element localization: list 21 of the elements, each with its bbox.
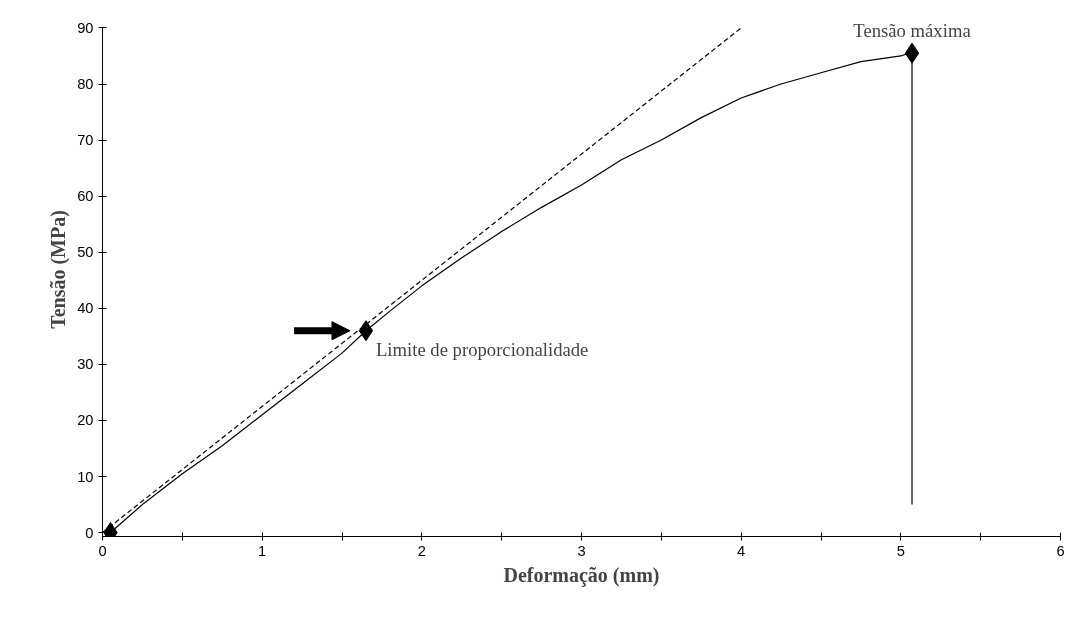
annotation: Limite de proporcionalidade bbox=[375, 338, 589, 360]
x-tick-label: 0 bbox=[98, 542, 107, 559]
y-tick-label: 30 bbox=[77, 356, 94, 373]
y-tick-label: 60 bbox=[77, 188, 94, 205]
y-tick-label: 90 bbox=[77, 19, 94, 36]
annotation: Tensão máxima bbox=[853, 20, 972, 42]
y-tick-label: 70 bbox=[77, 132, 94, 149]
y-tick-label: 10 bbox=[77, 468, 94, 485]
x-tick-label: 6 bbox=[1056, 542, 1065, 559]
y-tick-label: 40 bbox=[77, 300, 94, 317]
y-axis-title: Tensão (MPa) bbox=[47, 210, 71, 329]
y-tick-label: 20 bbox=[77, 412, 94, 429]
x-tick-label: 2 bbox=[417, 542, 426, 559]
y-tick-label: 80 bbox=[77, 76, 94, 92]
x-axis-title: Deformação (mm) bbox=[503, 563, 660, 587]
y-tick-label: 50 bbox=[77, 244, 94, 261]
x-tick-label: 5 bbox=[896, 542, 905, 559]
x-tick-label: 3 bbox=[577, 542, 586, 559]
y-tick-label: 0 bbox=[85, 524, 94, 541]
x-tick-label: 1 bbox=[258, 542, 267, 559]
x-tick-label: 4 bbox=[737, 542, 746, 559]
